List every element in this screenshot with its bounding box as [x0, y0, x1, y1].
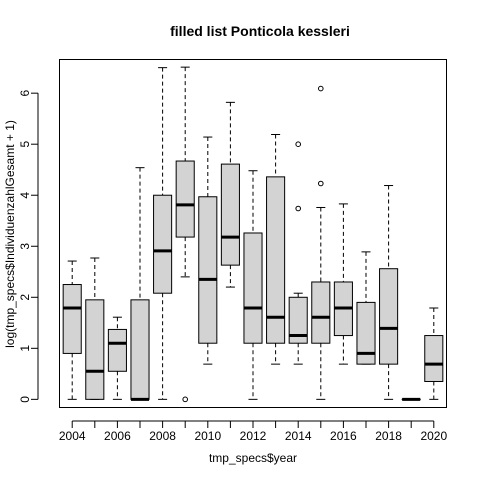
x-tick-label: 2004 [59, 429, 86, 443]
box-2017 [356, 251, 376, 365]
y-tick-label: 4 [18, 192, 32, 199]
box-2014 [288, 141, 308, 365]
box-2008 [153, 67, 173, 400]
iqr-box [424, 335, 444, 382]
iqr-box [130, 299, 150, 400]
x-axis-label: tmp_specs$year [209, 451, 297, 465]
y-tick-label: 2 [18, 294, 32, 301]
iqr-box [311, 281, 331, 344]
y-tick-label: 0 [18, 396, 32, 403]
box-2012 [243, 170, 263, 400]
iqr-box [356, 301, 376, 365]
outlier-point [317, 180, 324, 187]
box-2013 [266, 134, 286, 365]
y-tick-label: 1 [18, 345, 32, 352]
iqr-box [62, 284, 82, 354]
boxes-layer [62, 66, 444, 403]
iqr-box [85, 299, 105, 400]
box-2020 [424, 307, 444, 400]
x-tick-label: 2008 [149, 429, 176, 443]
x-axis: 2004 2006 2008 2010 2012 2014 2016 2018 2020 [59, 420, 447, 443]
box-2004 [62, 260, 82, 400]
box-2009 [175, 66, 195, 403]
iqr-box [198, 196, 218, 344]
box-2015 [311, 85, 331, 400]
iqr-box [288, 296, 308, 344]
outlier-point [182, 396, 189, 403]
x-tick-label: 2010 [194, 429, 221, 443]
y-axis-label: log(tmp_specs$IndividuenzahlGesamt + 1) [3, 120, 17, 348]
iqr-box [220, 163, 240, 266]
y-tick-label: 6 [18, 90, 32, 97]
chart-title: filled list Ponticola kessleri [170, 23, 350, 39]
box-2016 [333, 203, 353, 365]
box-2010 [198, 136, 218, 365]
x-tick-label: 2016 [330, 429, 357, 443]
y-tick-label: 3 [18, 243, 32, 250]
iqr-box [175, 160, 195, 238]
iqr-box [107, 328, 127, 372]
x-tick-label: 2020 [420, 429, 447, 443]
iqr-box [243, 232, 263, 344]
y-tick-label: 5 [18, 141, 32, 148]
iqr-box [379, 268, 399, 365]
box-2011 [220, 101, 240, 288]
x-tick-label: 2012 [240, 429, 267, 443]
iqr-box [153, 194, 173, 294]
outlier-point [295, 141, 301, 147]
x-tick-label: 2014 [285, 429, 312, 443]
x-tick-label: 2018 [375, 429, 402, 443]
y-axis: 0 1 2 3 4 5 6 [18, 90, 39, 403]
iqr-box [266, 176, 286, 344]
plot-frame [59, 59, 447, 408]
outlier-point [317, 85, 324, 92]
box-2006 [107, 316, 127, 400]
x-tick-label: 2006 [104, 429, 131, 443]
box-2005 [85, 257, 105, 400]
outlier-point [295, 205, 301, 212]
box-2018 [379, 185, 399, 400]
box-2007 [130, 167, 150, 401]
